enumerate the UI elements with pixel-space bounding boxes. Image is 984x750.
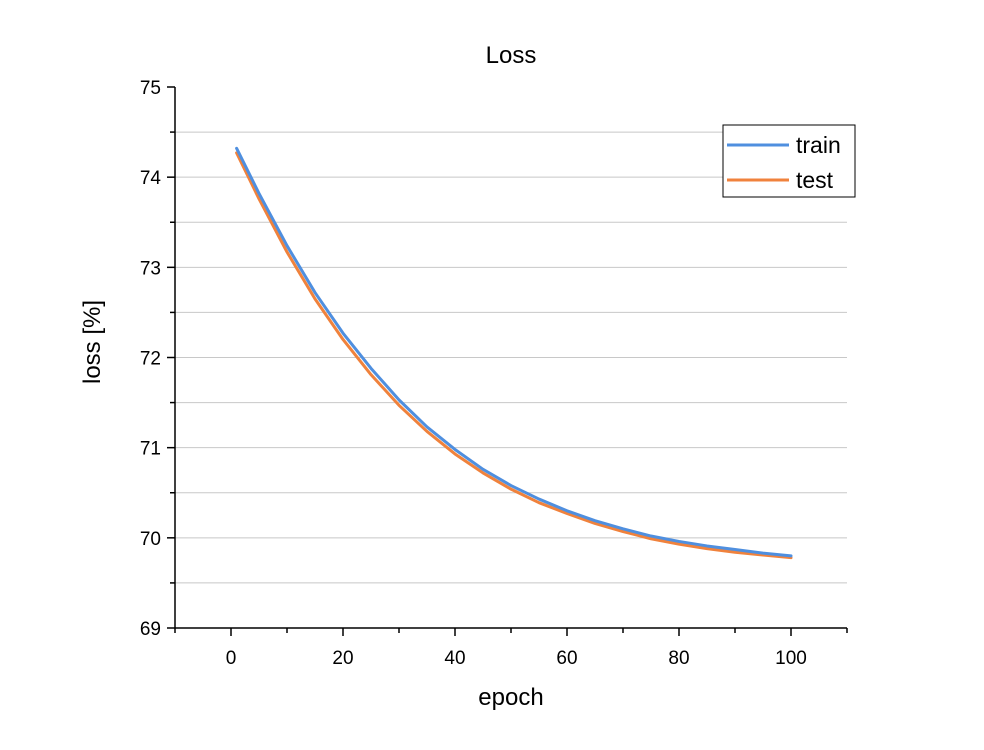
x-tick-label: 40 — [444, 648, 465, 669]
grid — [175, 131, 847, 584]
y-tick-label: 72 — [140, 349, 161, 370]
y-tick-label: 73 — [140, 258, 161, 279]
legend-label-train: train — [796, 132, 841, 158]
x-tick-label: 60 — [556, 648, 577, 669]
axes: 69 70 71 72 73 74 75 0 20 40 60 80 100 — [140, 78, 848, 669]
y-tick-label: 70 — [140, 529, 161, 550]
series-group — [235, 146, 793, 560]
series-line-test — [235, 151, 793, 560]
x-tick-label: 20 — [332, 648, 353, 669]
x-tick-label: 100 — [775, 648, 807, 669]
x-axis-label: epoch — [478, 684, 543, 711]
y-tick-label: 74 — [140, 168, 162, 189]
legend-box — [722, 124, 856, 198]
y-tick-label: 69 — [140, 619, 161, 640]
legend-label-test: test — [796, 167, 834, 193]
series-line-train — [235, 146, 793, 558]
y-tick-label: 75 — [140, 78, 161, 99]
y-tick-label: 71 — [140, 439, 161, 460]
x-tick-label: 80 — [668, 648, 689, 669]
y-axis-label: loss [%] — [79, 300, 106, 384]
chart-title: Loss — [486, 42, 537, 69]
x-tick-label: 0 — [226, 648, 237, 669]
legend: train test — [722, 124, 856, 198]
